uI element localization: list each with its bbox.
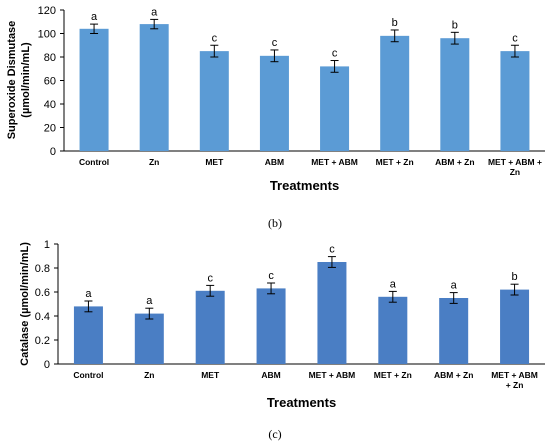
chart1-y-tick-label: 0 xyxy=(44,359,50,371)
chart0-bar xyxy=(380,35,410,151)
chart0-y-axis-label: Superoxide Dismutase (µmol/min/mL) xyxy=(6,21,32,140)
chart1-x-axis-label: Treatments xyxy=(267,395,336,410)
chart0-category-label: MET + ABM + Zn xyxy=(488,157,542,177)
chart1-bar xyxy=(73,306,103,364)
chart1-category-label: MET + ABM xyxy=(309,370,356,380)
chart0-y-tick-label: 40 xyxy=(44,99,56,111)
chart1-bar xyxy=(317,262,347,364)
chart0-significance-letter: c xyxy=(212,32,218,44)
chart0-bar xyxy=(139,24,169,152)
chart1-bar xyxy=(500,289,530,364)
chart1-y-axis-label: Catalase (µmol/min/mL) xyxy=(19,242,31,366)
chart0-y-tick-label: 60 xyxy=(44,76,56,88)
chart1-significance-letter: c xyxy=(268,270,274,282)
chart0-y-tick-label: 80 xyxy=(44,52,56,64)
chart1-significance-letter: a xyxy=(451,280,458,292)
chart1-bar xyxy=(439,298,469,364)
chart0-category-label: ABM xyxy=(265,157,284,167)
chart0-category-label: MET xyxy=(205,157,224,167)
chart0-category-label: ABM + Zn xyxy=(435,157,474,167)
chart0-bar xyxy=(259,55,289,152)
chart0-category-label: Zn xyxy=(149,157,159,167)
chart0-significance-letter: a xyxy=(91,11,98,23)
chart1-y-tick-label: 0.8 xyxy=(35,263,50,275)
chart0-category-label: MET + ABM xyxy=(311,157,358,167)
chart0-x-axis-label: Treatments xyxy=(270,178,339,193)
chart0-caption: (b) xyxy=(268,216,282,230)
chart0-category-label: Control xyxy=(79,157,109,167)
chart1-significance-letter: b xyxy=(512,271,518,283)
chart1-category-label: MET + Zn xyxy=(374,370,412,380)
chart0-bar xyxy=(500,51,530,151)
chart1-bar xyxy=(256,288,286,364)
chart1-category-label: MET + ABM + Zn xyxy=(491,370,538,390)
chart0-significance-letter: b xyxy=(452,19,458,31)
chart1-y-tick-label: 0.4 xyxy=(35,311,50,323)
chart1-category-label: Control xyxy=(73,370,103,380)
chart1-bar xyxy=(378,296,408,364)
chart1-bar xyxy=(195,290,225,364)
chart1-category-label: Zn xyxy=(144,370,154,380)
chart1-category-label: ABM + Zn xyxy=(434,370,473,380)
chart0-category-label: MET + Zn xyxy=(376,157,414,167)
chart0-significance-letter: c xyxy=(272,37,278,49)
chart0-significance-letter: b xyxy=(392,17,398,29)
chart0-bar xyxy=(79,28,109,151)
chart0-bar xyxy=(199,51,229,151)
chart0-y-tick-label: 100 xyxy=(38,29,56,41)
chart0-significance-letter: a xyxy=(151,6,158,18)
chart0-significance-letter: c xyxy=(332,48,338,60)
chart0-y-tick-label: 20 xyxy=(44,123,56,135)
chart1-significance-letter: c xyxy=(207,272,213,284)
chart0-y-tick-label: 0 xyxy=(50,146,56,158)
chart1-y-tick-label: 0.2 xyxy=(35,335,50,347)
chart1-caption: (c) xyxy=(268,427,281,441)
chart1-category-label: MET xyxy=(201,370,220,380)
chart0-y-tick-label: 120 xyxy=(38,5,56,17)
chart1-significance-letter: c xyxy=(329,244,335,256)
chart1-y-tick-label: 0.6 xyxy=(35,287,50,299)
chart1-category-label: ABM xyxy=(261,370,280,380)
chart0-bar xyxy=(440,38,470,152)
chart1-bar xyxy=(134,313,164,364)
chart1-significance-letter: a xyxy=(146,295,153,307)
chart1-significance-letter: a xyxy=(85,288,92,300)
chart1-significance-letter: a xyxy=(390,278,397,290)
chart1-y-tick-label: 1 xyxy=(44,239,50,251)
chart0-bar xyxy=(320,66,350,151)
chart0-significance-letter: c xyxy=(512,32,518,44)
